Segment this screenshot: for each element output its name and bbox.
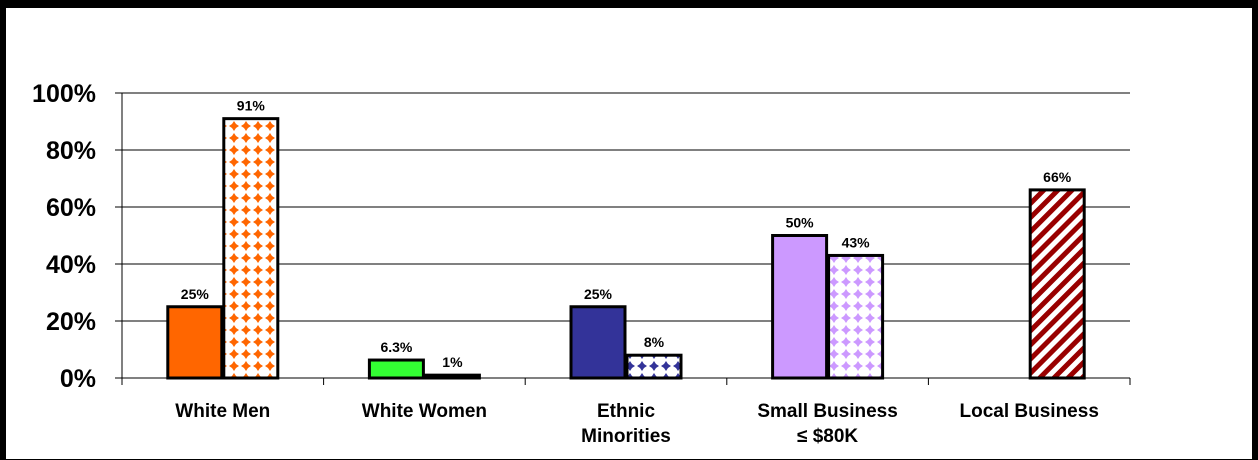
category-label: Small Business [757, 401, 897, 422]
data-label: 25% [584, 286, 613, 302]
category-label: Local Business [960, 401, 1099, 422]
y-tick-label: 40% [46, 251, 96, 279]
category-label: Minorities [581, 426, 671, 447]
bar [1028, 188, 1086, 380]
data-label: 43% [842, 234, 871, 250]
y-tick-label: 80% [46, 137, 96, 165]
y-tick-label: 60% [46, 194, 96, 222]
data-label: 25% [181, 286, 210, 302]
category-label: White Men [175, 401, 270, 422]
y-tick-labels: 0% 20% 40% 60% 80% 100% [32, 80, 96, 393]
category-label: ≤ $80K [797, 426, 858, 447]
bar [166, 305, 224, 380]
data-label: 6.3% [380, 339, 412, 355]
data-label: 8% [644, 334, 665, 350]
gridlines [122, 92, 1130, 322]
y-tick-label: 100% [32, 80, 96, 108]
bar [827, 253, 885, 380]
bar [367, 358, 425, 380]
bar [423, 373, 481, 380]
bar [222, 117, 280, 380]
data-labels: 25% 91% 6.3% 1% 25% 8% 50% 43% 66% [181, 98, 1072, 370]
data-label: 66% [1043, 169, 1072, 185]
category-label: White Women [362, 401, 487, 422]
y-tick-label: 0% [60, 365, 96, 393]
bar [771, 234, 829, 380]
y-tick-label: 20% [46, 308, 96, 336]
category-labels: White Men White Women Ethnic Minorities Smal… [175, 401, 1099, 447]
data-label: 91% [237, 98, 266, 114]
data-label: 1% [442, 354, 463, 370]
bars [166, 117, 1086, 380]
category-label: Ethnic [597, 401, 655, 422]
bar [625, 353, 683, 380]
data-label: 50% [786, 215, 815, 231]
bar [569, 305, 627, 380]
